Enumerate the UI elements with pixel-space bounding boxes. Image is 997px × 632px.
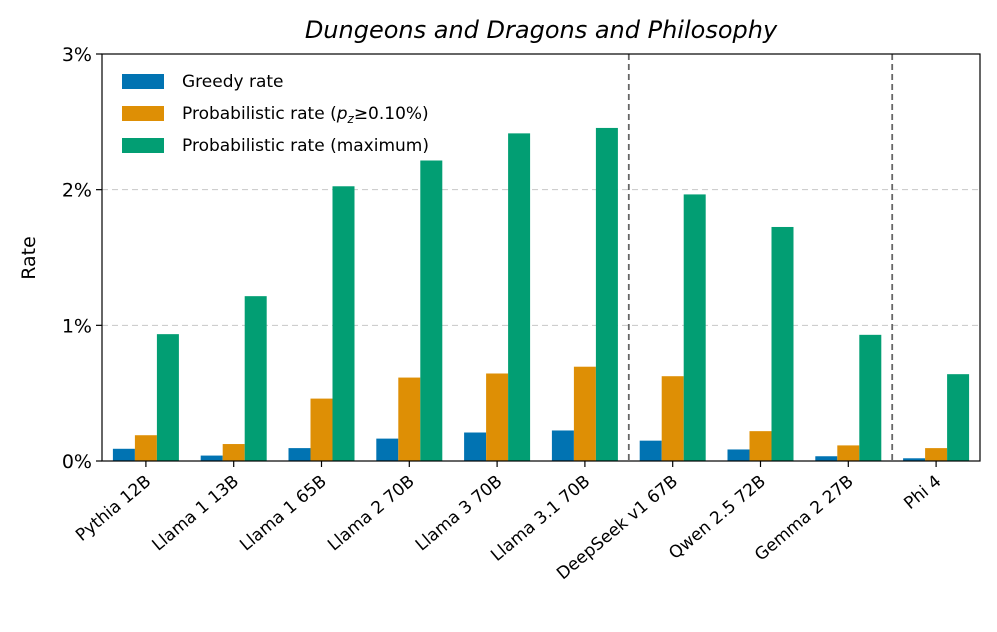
bar: [112, 448, 135, 461]
bar: [771, 226, 794, 461]
legend-swatch: [122, 138, 164, 153]
bar: [486, 373, 509, 461]
x-tick-label: Pythia 12B: [72, 472, 155, 546]
bar: [551, 430, 574, 461]
group-separators: [627, 54, 894, 461]
x-tick-label: Llama 1 65B: [236, 472, 330, 556]
chart-title: Dungeons and Dragons and Philosophy: [305, 16, 778, 44]
bar: [310, 398, 333, 461]
bar: [288, 448, 311, 461]
bar: [222, 444, 245, 461]
y-tick-label: 3%: [62, 44, 92, 66]
legend-entry: Probabilistic rate (maximum): [182, 136, 429, 156]
bar: [947, 374, 970, 461]
y-tick-label: 1%: [62, 315, 92, 337]
bar: [727, 449, 750, 461]
legend-entry: Greedy rate: [182, 72, 284, 92]
bar: [903, 458, 926, 461]
legend-entry: Probabilistic rate (pz≥0.10%): [182, 104, 429, 126]
bar: [376, 438, 399, 461]
bar: [244, 296, 267, 461]
y-tick-label: 0%: [62, 451, 92, 473]
bar: [859, 334, 882, 461]
grid-lines: [102, 189, 980, 326]
bar: [815, 456, 838, 461]
bar: [837, 445, 860, 461]
bar: [508, 133, 531, 462]
bar: [332, 186, 355, 461]
x-tick-label: Llama 2 70B: [324, 472, 418, 556]
bar: [200, 455, 223, 461]
bar: [464, 432, 487, 461]
x-tick-label: Llama 1 13B: [148, 472, 242, 556]
bar: [156, 334, 179, 461]
bar: [573, 366, 596, 461]
bar: [420, 160, 443, 461]
bar: [925, 448, 948, 461]
x-tick-label: Llama 3 70B: [412, 472, 506, 556]
bar: [639, 440, 662, 461]
bar: [398, 377, 421, 461]
legend-swatch: [122, 74, 164, 89]
bars: [112, 127, 970, 462]
bar: [134, 435, 157, 461]
bar: [749, 431, 772, 461]
bar: [661, 376, 684, 461]
y-tick-label: 2%: [62, 180, 92, 202]
y-axis-label: Rate: [18, 236, 40, 280]
y-axis: 0% 1% 2% 3%: [62, 44, 102, 473]
legend-swatch: [122, 106, 164, 121]
plot-frame: [101, 53, 981, 462]
bar: [683, 194, 706, 462]
x-tick-label: Phi 4: [900, 472, 945, 514]
legend: Greedy rate Probabilistic rate (pz≥0.10%)…: [122, 72, 429, 156]
bar: [595, 127, 618, 462]
